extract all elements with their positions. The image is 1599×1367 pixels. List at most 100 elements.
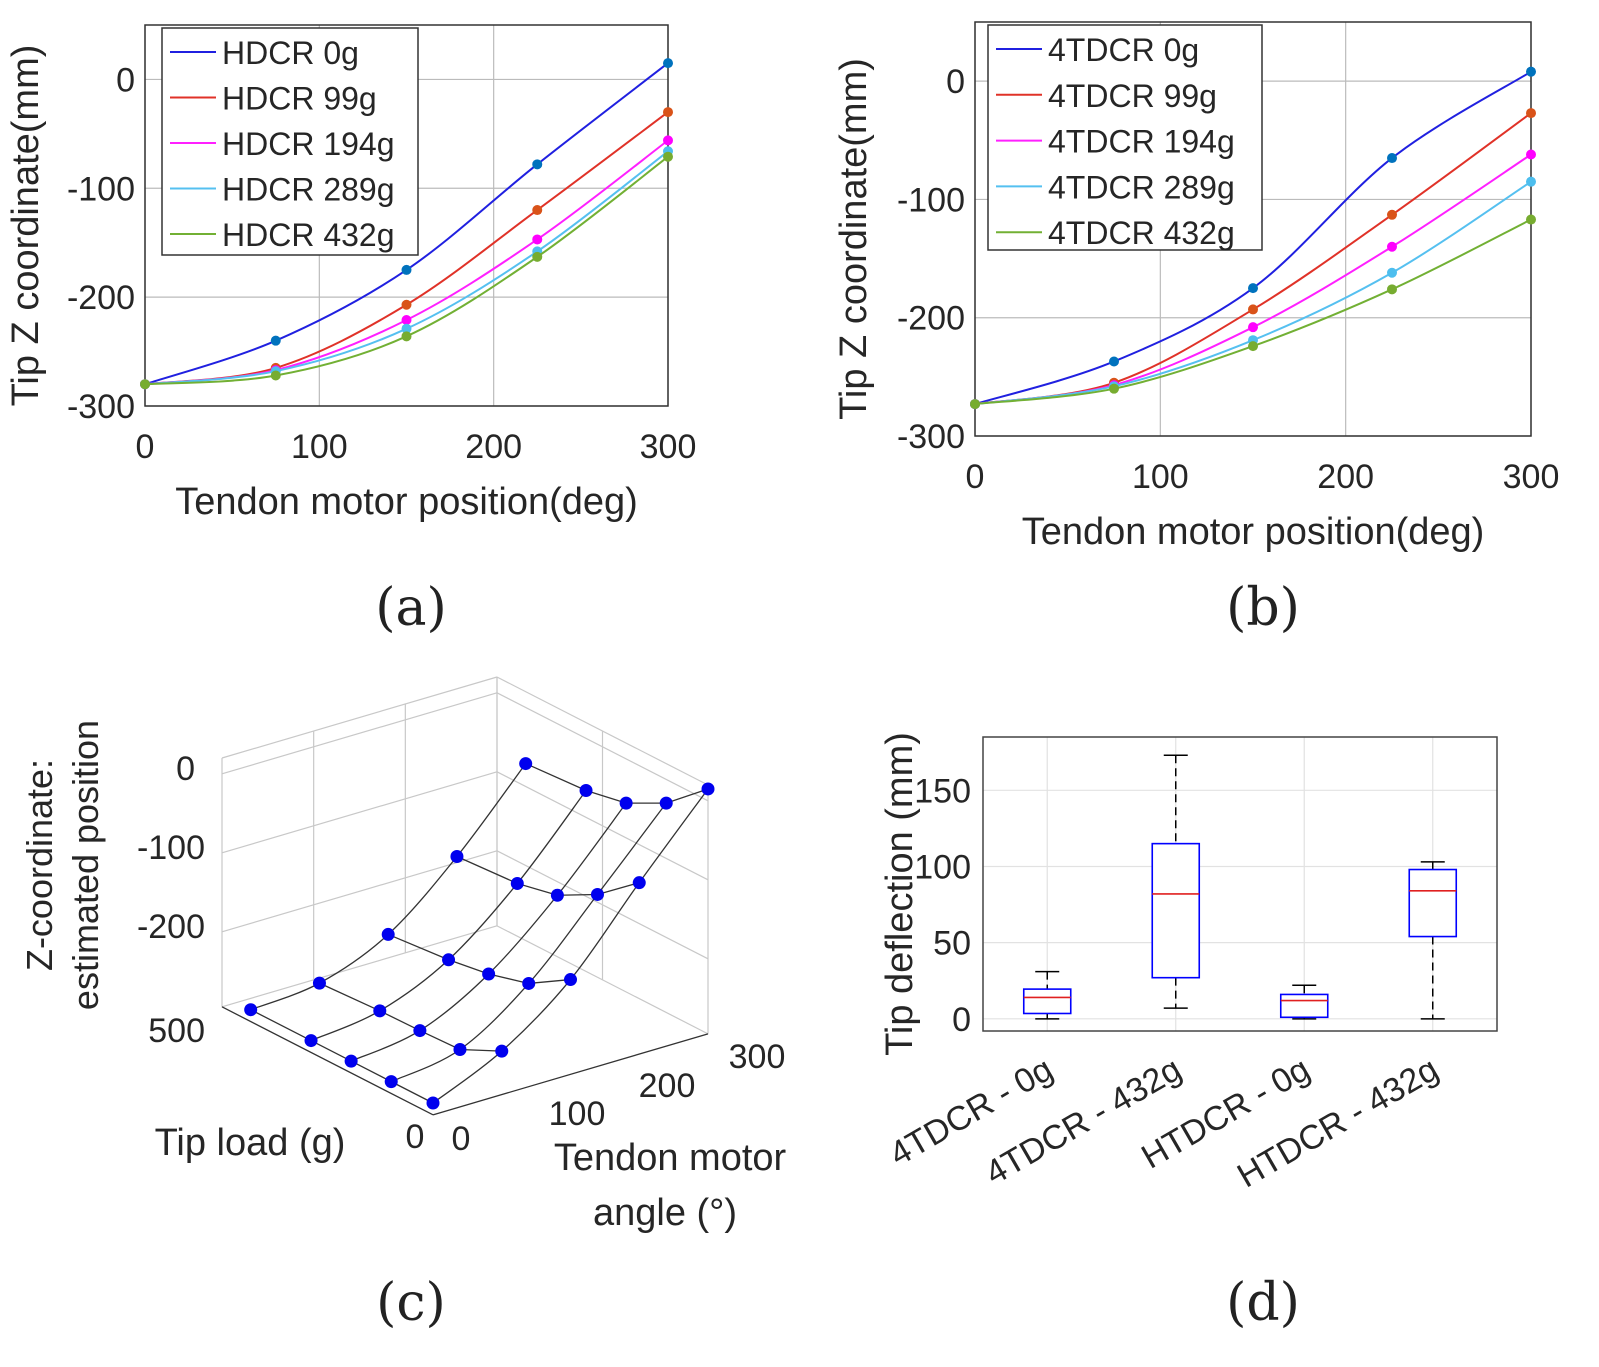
z-tick-label: -100 — [137, 829, 205, 867]
z-axis-label: estimated position — [65, 720, 106, 1010]
legend-box — [161, 27, 419, 256]
panel-label-b: (b) — [1226, 578, 1300, 638]
surface-data-point — [450, 850, 464, 864]
legend-entry: 4TDCR 0g — [1048, 32, 1199, 68]
y-tick-label: 150 — [914, 772, 971, 810]
wall-gridline — [221, 771, 498, 854]
legend-box — [987, 24, 1263, 251]
tendon-tick-label: 300 — [729, 1038, 786, 1076]
y-tick-label: -200 — [67, 279, 135, 317]
surface-data-point — [453, 1043, 467, 1057]
data-point-0 — [1109, 356, 1119, 367]
surface-data-point — [426, 1096, 440, 1110]
panel-label-a: (a) — [375, 578, 447, 638]
axis-line — [221, 1006, 434, 1116]
data-point-0 — [532, 159, 543, 170]
data-point-1 — [532, 205, 543, 216]
y-tick-label: -300 — [67, 388, 135, 426]
y-tick-label: 100 — [914, 848, 971, 886]
data-point-2 — [401, 315, 412, 326]
data-point-0 — [401, 264, 412, 275]
load-tick-label: 500 — [148, 1012, 205, 1050]
wall-gridline — [221, 692, 498, 775]
y-axis-label: Tip deflection (mm) — [879, 732, 921, 1056]
surface-data-point — [373, 1004, 387, 1018]
data-point-1 — [663, 107, 673, 118]
box — [1408, 868, 1458, 938]
surface-data-point — [701, 782, 715, 796]
panel-label-c: (c) — [376, 1273, 446, 1333]
data-point-2 — [663, 135, 673, 146]
x-axis-label: Tendon motor position(deg) — [175, 481, 638, 523]
data-point-4 — [970, 399, 980, 410]
y-axis-label: Tip Z coordinate(mm) — [833, 58, 875, 420]
data-point-4 — [663, 151, 673, 162]
surface-mesh-line — [310, 790, 587, 1042]
x-tick-label: 100 — [291, 428, 348, 466]
surface-data-point — [413, 1024, 427, 1038]
legend-entry: HDCR 0g — [222, 35, 359, 71]
data-point-2 — [532, 234, 543, 245]
legend-entry: 4TDCR 194g — [1048, 124, 1235, 160]
surface-mesh-line — [432, 788, 709, 1104]
surface-data-point — [312, 976, 326, 990]
data-point-4 — [1248, 341, 1258, 352]
data-point-0 — [1387, 153, 1397, 164]
data-point-4 — [1387, 284, 1397, 295]
data-point-4 — [270, 370, 281, 381]
data-point-4 — [401, 331, 412, 342]
surface-mesh-line — [525, 762, 709, 804]
wall-gridline — [221, 850, 498, 933]
y-tick-label: -300 — [897, 418, 965, 456]
data-point-3 — [401, 323, 412, 334]
legend-entry: 4TDCR 99g — [1048, 78, 1217, 114]
y-axis-label: Tip Z coordinate(mm) — [5, 45, 47, 407]
surface-data-point — [519, 757, 533, 771]
surface-mesh-line — [319, 982, 502, 1052]
data-point-2 — [1248, 322, 1258, 333]
wall-gridline — [221, 925, 498, 1008]
legend-entry: HDCR 289g — [222, 172, 395, 208]
axis-line — [432, 1033, 709, 1116]
y-tick-label: -100 — [67, 170, 135, 208]
z-axis-label: Z-coordinate: — [19, 759, 60, 971]
data-point-0 — [663, 58, 673, 69]
surface-data-point — [632, 876, 646, 890]
data-point-1 — [1526, 108, 1536, 119]
data-point-0 — [1526, 66, 1536, 77]
data-point-4 — [1526, 214, 1536, 225]
data-point-2 — [1387, 241, 1397, 252]
plot-area — [144, 24, 669, 407]
surface-data-point — [384, 1075, 398, 1089]
y-tick-label: -200 — [897, 300, 965, 338]
y-tick-label: -100 — [897, 181, 965, 219]
y-tick-label: 0 — [116, 61, 135, 99]
data-point-1 — [1248, 304, 1258, 315]
x-tick-label: 100 — [1132, 458, 1189, 496]
surface-data-point — [442, 953, 456, 967]
surface-data-point — [344, 1054, 358, 1068]
plot-area — [974, 21, 1532, 437]
panel-label-d: (d) — [1226, 1273, 1300, 1333]
surface-data-point — [495, 1044, 509, 1058]
box — [1151, 842, 1201, 979]
data-point-4 — [140, 379, 150, 390]
surface-data-point — [381, 927, 395, 941]
surface-data-point — [564, 973, 577, 987]
surface-data-point — [619, 796, 633, 810]
x-tick-label: 300 — [1503, 458, 1560, 496]
z-tick-label: -200 — [137, 908, 205, 946]
surface-mesh-line — [387, 933, 571, 985]
surface-data-point — [304, 1034, 318, 1048]
surface-data-point — [510, 876, 524, 890]
y-tick-label: 0 — [952, 1001, 971, 1039]
legend-entry: 4TDCR 289g — [1048, 169, 1235, 205]
surface-data-point — [522, 976, 536, 990]
y-tick-label: 0 — [946, 63, 965, 101]
x-tick-label: 0 — [966, 458, 985, 496]
surface-data-point — [550, 888, 564, 902]
x-axis-label: Tendon motor position(deg) — [1022, 511, 1485, 553]
legend-entry: HDCR 194g — [222, 126, 395, 162]
surface-data-point — [244, 1003, 258, 1017]
surface-data-point — [590, 887, 604, 901]
